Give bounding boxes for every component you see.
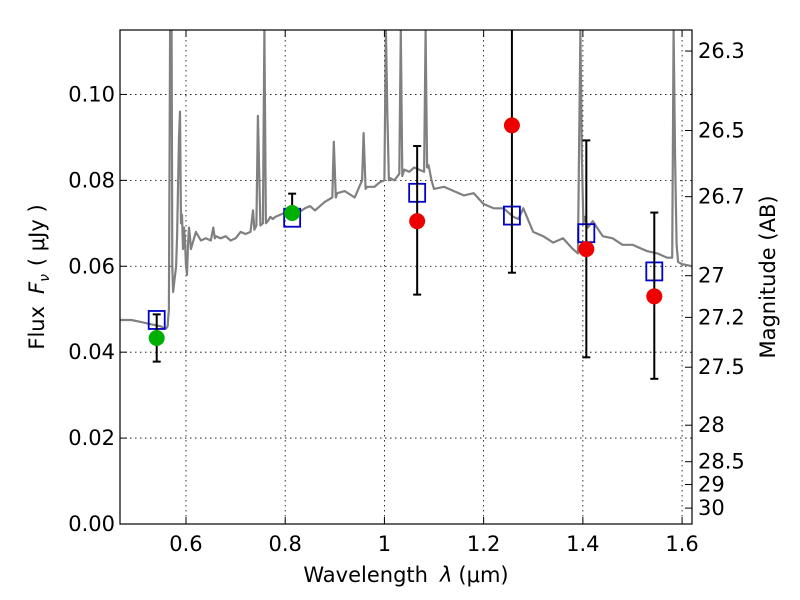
y-tick-label: 0.10 bbox=[68, 82, 115, 106]
data-point bbox=[646, 288, 663, 305]
y-axis-label: FluxFν( μJy ) bbox=[25, 204, 53, 349]
y-tick-label: 0.02 bbox=[68, 426, 115, 450]
data-point bbox=[578, 241, 595, 258]
data-point bbox=[284, 204, 301, 221]
y-tick-label: 0.04 bbox=[68, 340, 115, 364]
data-point bbox=[503, 117, 520, 134]
x-axis-label: Wavelength λ (μm) bbox=[303, 563, 508, 587]
mag-tick-label: 26.7 bbox=[698, 185, 745, 209]
mag-tick-label: 29 bbox=[698, 472, 725, 496]
x-tick-label: 0.8 bbox=[268, 532, 301, 556]
grid-lines bbox=[120, 30, 692, 524]
y-tick-label: 0.06 bbox=[68, 254, 115, 278]
plot-frame bbox=[119, 29, 693, 525]
mag-tick-label: 30 bbox=[698, 496, 725, 520]
data-markers bbox=[147, 30, 664, 380]
mag-tick-label: 26.3 bbox=[698, 39, 745, 63]
mag-tick-label: 27.2 bbox=[698, 305, 745, 329]
x-tick-label: 0.6 bbox=[169, 532, 202, 556]
mag-tick-label: 28.5 bbox=[698, 450, 745, 474]
mag-tick-label: 26.5 bbox=[698, 119, 745, 143]
axis-ticks: 0.6 0.8 1 1.2 1.4 1.6 0.00 0.02 0.04 0.06 0.08 0.10… bbox=[68, 30, 745, 556]
y-tick-label: 0.08 bbox=[68, 168, 115, 192]
mag-tick-label: 27 bbox=[698, 264, 725, 288]
y-tick-label: 0.00 bbox=[68, 512, 115, 536]
y2-axis-label: Magnitude (AB) bbox=[756, 195, 780, 358]
x-tick-label: 1.4 bbox=[566, 532, 599, 556]
data-point bbox=[148, 329, 165, 346]
x-tick-label: 1 bbox=[378, 532, 391, 556]
x-tick-label: 1.2 bbox=[467, 532, 500, 556]
data-point bbox=[409, 213, 426, 230]
mag-tick-label: 28 bbox=[698, 413, 725, 437]
spectrum-line bbox=[120, 30, 692, 330]
x-tick-label: 1.6 bbox=[665, 532, 698, 556]
plot-area bbox=[120, 30, 692, 330]
mag-tick-label: 27.5 bbox=[698, 355, 745, 379]
